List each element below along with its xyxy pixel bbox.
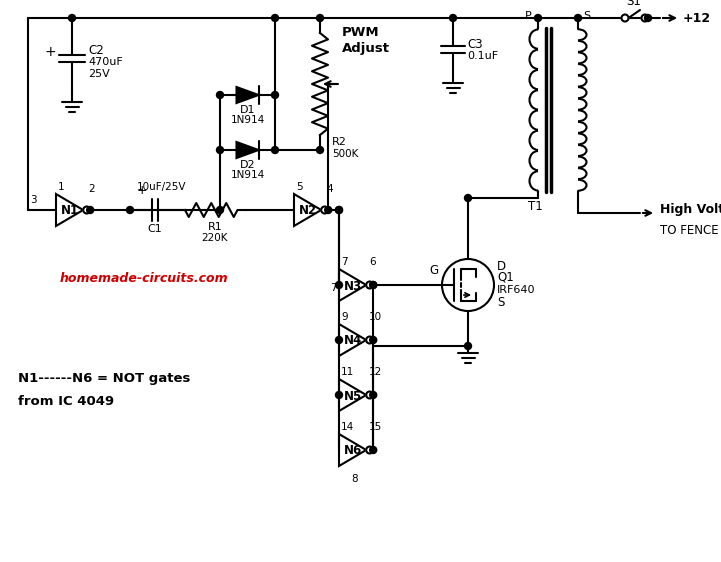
Text: 5: 5	[296, 182, 303, 192]
Text: S: S	[497, 297, 505, 310]
Text: P: P	[525, 11, 531, 21]
Text: +: +	[45, 45, 56, 59]
Circle shape	[575, 15, 582, 21]
Text: 25V: 25V	[88, 69, 110, 79]
Text: High Voltage: High Voltage	[660, 203, 721, 216]
Text: 10uF/25V: 10uF/25V	[137, 182, 187, 192]
Circle shape	[370, 392, 376, 398]
Polygon shape	[236, 142, 259, 158]
Text: 11: 11	[341, 367, 354, 377]
Text: N4: N4	[343, 334, 362, 347]
Circle shape	[366, 392, 373, 398]
Text: 1N914: 1N914	[231, 170, 265, 180]
Text: TO FENCE: TO FENCE	[660, 224, 719, 237]
Circle shape	[335, 206, 342, 214]
Text: 2: 2	[88, 184, 95, 194]
Circle shape	[366, 337, 373, 343]
Circle shape	[335, 337, 342, 343]
Circle shape	[272, 15, 278, 21]
Text: 15: 15	[369, 422, 382, 432]
Text: C3: C3	[467, 38, 482, 51]
Text: 3: 3	[30, 195, 37, 205]
Text: Adjust: Adjust	[342, 42, 390, 55]
Circle shape	[321, 206, 328, 214]
Text: Q1: Q1	[497, 270, 514, 283]
Circle shape	[87, 206, 94, 214]
Circle shape	[216, 92, 224, 98]
Circle shape	[272, 147, 278, 153]
Text: R2: R2	[332, 137, 347, 147]
Circle shape	[335, 206, 342, 214]
Circle shape	[534, 15, 541, 21]
Circle shape	[370, 282, 376, 288]
Circle shape	[216, 147, 224, 153]
Text: N3: N3	[343, 279, 362, 292]
Text: S: S	[583, 11, 590, 21]
Text: D: D	[497, 261, 506, 274]
Circle shape	[216, 206, 224, 214]
Circle shape	[449, 15, 456, 21]
Text: S1: S1	[627, 0, 642, 8]
Text: 500K: 500K	[332, 149, 358, 159]
Circle shape	[83, 206, 90, 214]
Text: homemade-circuits.com: homemade-circuits.com	[60, 271, 229, 284]
Text: 6: 6	[369, 257, 376, 267]
Circle shape	[642, 15, 648, 21]
Circle shape	[370, 337, 376, 343]
Circle shape	[370, 282, 376, 288]
Text: 10: 10	[369, 312, 382, 322]
Text: N1: N1	[61, 205, 79, 217]
Circle shape	[126, 206, 133, 214]
Circle shape	[335, 282, 342, 288]
Text: D1: D1	[240, 105, 255, 115]
Circle shape	[370, 446, 376, 454]
Text: N2: N2	[298, 205, 317, 217]
Text: 14: 14	[341, 422, 354, 432]
Text: 1N914: 1N914	[231, 115, 265, 125]
Text: 1: 1	[58, 182, 65, 192]
Text: T1: T1	[528, 200, 542, 213]
Circle shape	[464, 194, 472, 202]
Circle shape	[68, 15, 76, 21]
Text: 470uF: 470uF	[88, 57, 123, 67]
Circle shape	[317, 147, 324, 153]
Text: N5: N5	[343, 389, 362, 402]
Text: N1------N6 = NOT gates
from IC 4049: N1------N6 = NOT gates from IC 4049	[18, 372, 190, 408]
Circle shape	[272, 92, 278, 98]
Text: G: G	[430, 265, 439, 278]
Text: 0.1uF: 0.1uF	[467, 51, 498, 61]
Text: N6: N6	[343, 445, 362, 457]
Text: PWM: PWM	[342, 26, 380, 39]
Text: 220K: 220K	[202, 233, 229, 243]
Circle shape	[366, 446, 373, 454]
Text: R1: R1	[208, 222, 222, 232]
Text: +12: +12	[683, 12, 711, 25]
Text: C1: C1	[148, 224, 162, 234]
Text: 9: 9	[341, 312, 348, 322]
Circle shape	[622, 15, 629, 21]
Text: D2: D2	[239, 160, 255, 170]
Circle shape	[645, 15, 652, 21]
Text: 7: 7	[330, 283, 337, 293]
Text: IRF640: IRF640	[497, 285, 536, 295]
Circle shape	[366, 282, 373, 288]
Text: 4: 4	[326, 184, 333, 194]
Circle shape	[317, 15, 324, 21]
Text: 8: 8	[352, 474, 358, 484]
Text: 7: 7	[341, 257, 348, 267]
Text: +: +	[136, 184, 147, 197]
Circle shape	[324, 206, 332, 214]
Polygon shape	[236, 87, 259, 103]
Circle shape	[464, 342, 472, 350]
Circle shape	[335, 392, 342, 398]
Text: 12: 12	[369, 367, 382, 377]
Text: C2: C2	[88, 43, 104, 57]
